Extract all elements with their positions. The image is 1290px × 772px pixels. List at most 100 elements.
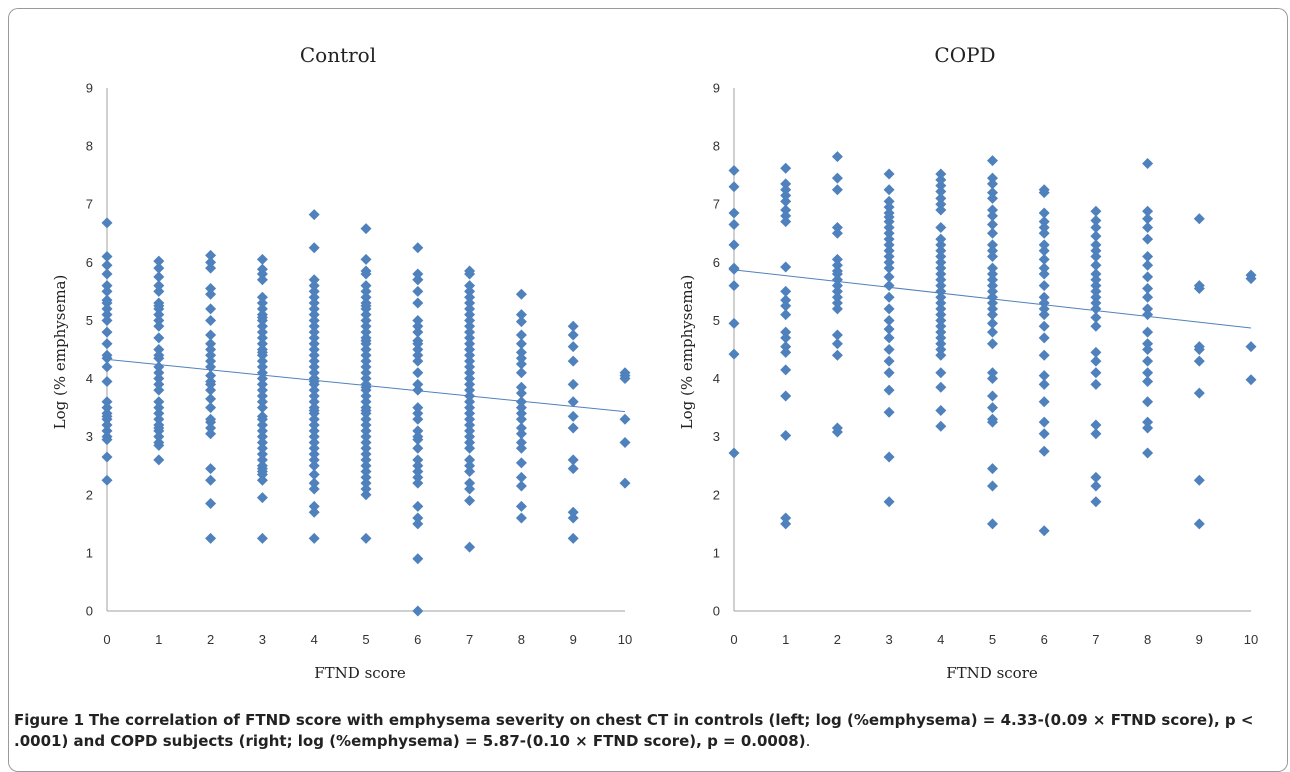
data-point: [153, 300, 165, 312]
data-point: [360, 442, 372, 454]
data-point: [935, 291, 947, 303]
data-point: [360, 460, 372, 472]
data-point: [883, 384, 895, 396]
data-point: [780, 512, 792, 524]
data-point: [1193, 355, 1205, 367]
data-point: [308, 405, 320, 417]
data-point: [780, 162, 792, 174]
data-point: [515, 480, 527, 492]
data-point: [308, 396, 320, 408]
data-point: [464, 436, 476, 448]
data-point: [1142, 251, 1154, 263]
data-point: [780, 364, 792, 376]
data-point: [987, 227, 998, 239]
data-point: [515, 512, 527, 524]
data-point: [308, 460, 320, 472]
data-point: [935, 344, 947, 355]
data-point: [935, 326, 947, 338]
data-point: [1245, 374, 1257, 386]
y-tick-label: 1: [86, 545, 93, 560]
data-point: [728, 317, 740, 329]
x-tick-label: 1: [782, 632, 789, 647]
data-point: [256, 396, 268, 408]
data-point: [360, 373, 372, 385]
data-point: [360, 280, 372, 292]
data-point: [831, 291, 843, 303]
data-point: [256, 492, 268, 504]
data-point: [464, 361, 476, 373]
data-point: [1142, 367, 1154, 379]
data-point: [728, 348, 740, 360]
y-axis-label: Log (% emphysema): [678, 275, 696, 430]
data-point: [1090, 320, 1102, 332]
data-point: [153, 352, 165, 364]
data-point: [515, 309, 527, 321]
data-point: [1090, 230, 1102, 242]
data-point: [360, 314, 372, 326]
data-point: [1142, 303, 1154, 315]
data-point: [412, 344, 424, 355]
data-point: [987, 309, 998, 321]
data-point: [515, 346, 527, 358]
data-point: [883, 280, 895, 292]
data-point: [256, 373, 268, 385]
data-point: [464, 483, 476, 495]
data-point: [935, 420, 947, 432]
data-point: [515, 442, 527, 454]
data-point: [987, 274, 998, 286]
data-point: [935, 251, 947, 263]
data-point: [360, 454, 372, 466]
data-point: [567, 329, 579, 341]
data-point: [256, 419, 268, 431]
data-point: [412, 402, 424, 414]
data-point: [935, 320, 947, 332]
data-point: [619, 413, 631, 425]
data-point: [360, 335, 372, 347]
data-point: [1142, 355, 1154, 367]
data-point: [464, 495, 476, 507]
data-point: [412, 355, 424, 367]
data-point: [883, 406, 895, 418]
data-point: [935, 367, 947, 379]
data-point: [935, 262, 947, 274]
data-point: [935, 245, 947, 257]
data-point: [101, 268, 113, 280]
data-point: [780, 184, 792, 196]
data-point: [987, 219, 998, 231]
y-tick-label: 3: [86, 429, 93, 444]
data-point: [987, 204, 998, 216]
y-tick-label: 8: [713, 139, 720, 154]
data-point: [153, 320, 165, 332]
data-point: [1090, 214, 1102, 226]
data-point: [780, 261, 792, 273]
data-point: [412, 407, 424, 419]
data-point: [412, 378, 424, 390]
data-point: [1142, 271, 1154, 283]
data-point: [205, 355, 217, 367]
data-point: [780, 430, 792, 442]
data-point: [1090, 346, 1102, 358]
data-point: [728, 262, 740, 274]
data-point: [205, 402, 217, 414]
data-point: [308, 274, 320, 286]
data-point: [987, 280, 998, 292]
data-point: [1090, 221, 1102, 233]
data-point: [153, 396, 165, 408]
data-point: [360, 367, 372, 379]
data-point: [935, 192, 947, 204]
data-point: [205, 288, 217, 300]
data-point: [153, 407, 165, 419]
data-point: [935, 268, 947, 280]
data-point: [360, 466, 372, 478]
data-point: [1142, 344, 1154, 355]
x-tick-label: 6: [1041, 632, 1048, 647]
data-point: [101, 303, 113, 315]
data-point: [831, 303, 843, 315]
data-point: [1090, 378, 1102, 390]
data-point: [256, 332, 268, 344]
data-point: [728, 239, 740, 251]
data-point: [205, 282, 217, 294]
data-point: [205, 262, 217, 274]
data-point: [987, 291, 998, 303]
data-point: [1038, 303, 1050, 315]
